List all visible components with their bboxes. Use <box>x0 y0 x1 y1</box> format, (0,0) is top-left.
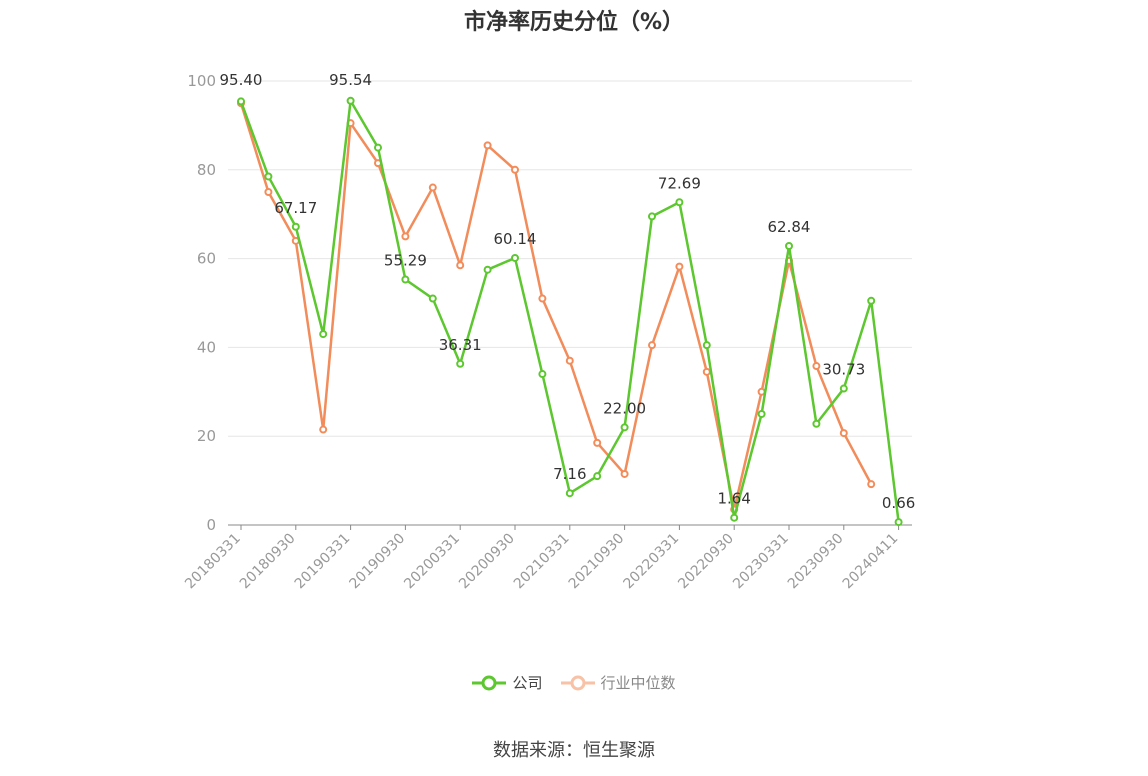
y-tick-label: 20 <box>197 427 216 445</box>
x-tick-label: 20240411 <box>840 531 902 593</box>
data-point-1 <box>456 261 465 270</box>
series-line-0 <box>239 99 900 523</box>
x-tick-label: 20200331 <box>401 531 463 593</box>
data-point-0 <box>757 410 766 418</box>
data-point-0 <box>565 489 574 498</box>
data-label: 55.29 <box>384 252 427 270</box>
data-point-1 <box>483 141 492 150</box>
data-label: 62.84 <box>768 218 811 236</box>
y-tick-label: 80 <box>197 161 216 179</box>
data-point-0 <box>593 472 602 481</box>
legend-industry-marker-icon <box>560 675 595 690</box>
x-tick-label: 20230930 <box>785 531 847 593</box>
data-label: 0.66 <box>882 494 915 512</box>
data-label: 1.64 <box>717 490 750 508</box>
data-point-0 <box>867 296 876 305</box>
x-tick-label: 20180331 <box>182 531 244 593</box>
data-point-1 <box>867 480 876 489</box>
data-point-1 <box>702 367 711 376</box>
x-tick-label: 20200930 <box>456 531 518 593</box>
data-point-0 <box>702 341 711 350</box>
data-label: 67.17 <box>274 199 317 217</box>
data-point-1 <box>593 438 602 447</box>
legend-item-company[interactable]: 公司 <box>472 672 543 693</box>
x-tick-label: 20190331 <box>292 531 354 593</box>
data-label: 22.00 <box>603 399 646 417</box>
data-label: 60.14 <box>494 230 537 248</box>
data-point-0 <box>675 198 684 207</box>
data-point-1 <box>511 165 519 174</box>
data-point-0 <box>785 241 793 250</box>
data-point-1 <box>675 262 684 271</box>
data-point-0 <box>374 143 382 152</box>
data-label: 7.16 <box>553 465 586 483</box>
y-tick-label: 0 <box>206 516 216 534</box>
data-point-1 <box>812 362 821 371</box>
data-point-0 <box>346 96 355 105</box>
data-label: 72.69 <box>658 174 701 192</box>
data-point-0 <box>620 423 629 432</box>
data-point-0 <box>428 294 437 303</box>
legend: 公司 行业中位数 <box>0 672 1148 693</box>
data-point-0 <box>894 518 903 527</box>
data-point-0 <box>319 330 328 339</box>
x-tick-label: 20210331 <box>511 531 573 593</box>
x-tick-label: 20220930 <box>675 531 737 593</box>
data-source: 数据来源：恒生聚源 <box>493 740 655 761</box>
x-tick-label: 20190930 <box>347 531 409 593</box>
data-point-1 <box>401 232 410 241</box>
data-label: 30.73 <box>822 361 865 379</box>
data-point-1 <box>538 294 547 303</box>
x-tick-label: 20210930 <box>566 531 628 593</box>
data-point-0 <box>648 212 656 221</box>
data-label: 36.31 <box>439 336 482 354</box>
legend-item-industry[interactable]: 行业中位数 <box>560 672 676 693</box>
data-point-0 <box>237 97 245 106</box>
data-point-0 <box>511 253 519 262</box>
data-label: 95.54 <box>329 71 372 89</box>
x-tick-label: 20180930 <box>237 531 299 593</box>
data-point-1 <box>264 188 273 196</box>
data-point-1 <box>648 341 656 350</box>
data-point-0 <box>730 513 739 522</box>
legend-label-industry: 行业中位数 <box>600 674 676 692</box>
data-point-1 <box>565 356 574 365</box>
series-line-1 <box>239 102 873 511</box>
chart-title: 市净率历史分位（%） <box>463 10 685 35</box>
data-label: 95.40 <box>220 71 263 89</box>
y-tick-label: 60 <box>197 250 216 268</box>
x-tick-label: 20230331 <box>730 531 792 593</box>
data-point-0 <box>456 359 465 368</box>
data-point-0 <box>483 265 492 274</box>
data-point-0 <box>839 384 848 393</box>
legend-company-marker-icon <box>472 675 507 690</box>
data-point-1 <box>839 429 848 438</box>
x-tick-label: 20220331 <box>621 531 683 593</box>
data-point-1 <box>319 425 328 434</box>
data-point-0 <box>264 172 273 181</box>
y-tick-label: 40 <box>197 338 216 356</box>
data-point-0 <box>401 275 410 284</box>
data-point-1 <box>620 469 629 478</box>
data-point-0 <box>538 370 547 379</box>
data-point-0 <box>812 419 821 428</box>
legend-label-company: 公司 <box>512 674 543 692</box>
data-point-1 <box>428 183 437 192</box>
y-tick-label: 100 <box>187 72 216 90</box>
data-point-0 <box>291 222 300 231</box>
